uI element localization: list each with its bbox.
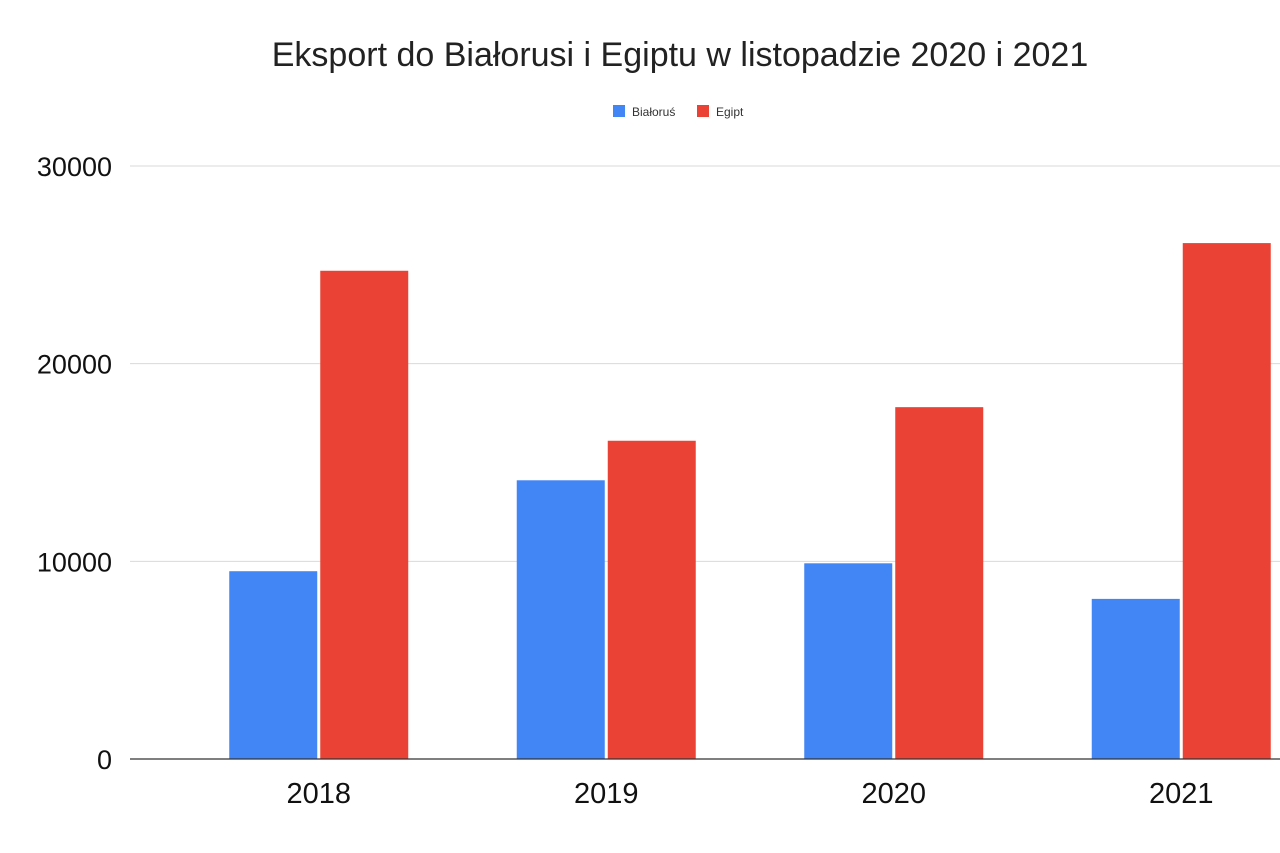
y-axis-ticks: 0 10000 20000 30000	[37, 152, 112, 775]
bar-biaoru-2020	[804, 563, 893, 759]
legend-swatch-egipt	[697, 105, 709, 117]
bar-egipt-2021	[1182, 243, 1271, 760]
chart-title: Eksport do Białorusi i Egiptu w listopad…	[272, 36, 1088, 74]
legend-label-bialorus: Białoruś	[632, 105, 675, 119]
x-tick-label-2018: 2018	[286, 778, 351, 810]
legend-label-egipt: Egipt	[716, 105, 744, 119]
bar-egipt-2019	[607, 440, 696, 759]
y-tick-label-0: 0	[97, 745, 112, 775]
y-tick-label-10000: 10000	[37, 547, 112, 577]
bar-biaoru-2018	[229, 571, 318, 759]
bar-egipt-2018	[320, 270, 409, 759]
x-axis-ticks: 2018 2019 2020 2021	[286, 778, 1213, 810]
y-tick-label-30000: 30000	[37, 152, 112, 182]
bar-biaoru-2019	[516, 480, 605, 759]
legend-swatch-bialorus	[613, 105, 625, 117]
gridlines	[130, 165, 1280, 562]
x-tick-label-2019: 2019	[574, 778, 639, 810]
bars	[229, 243, 1271, 760]
legend: Białoruś Egipt	[613, 105, 744, 119]
bar-biaoru-2021	[1091, 598, 1180, 759]
x-tick-label-2020: 2020	[861, 778, 926, 810]
bar-egipt-2020	[895, 407, 984, 759]
y-tick-label-20000: 20000	[37, 350, 112, 380]
x-tick-label-2021: 2021	[1149, 778, 1214, 810]
